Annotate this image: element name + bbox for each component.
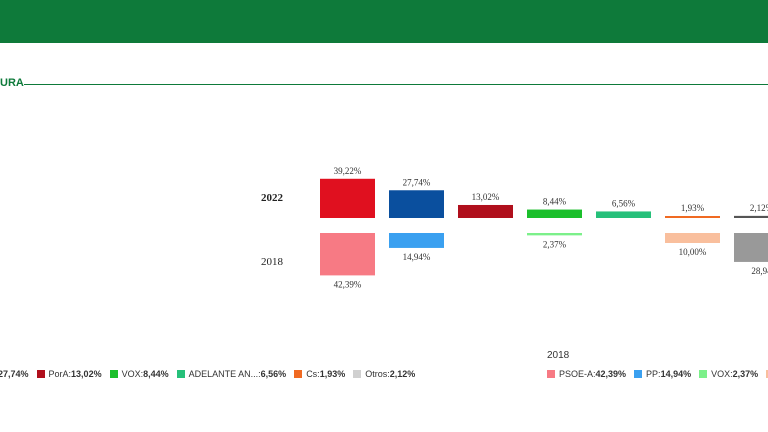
- section-divider: [24, 84, 768, 85]
- bar-2018-2[interactable]: [527, 233, 582, 236]
- bar-2022-1[interactable]: [389, 190, 444, 218]
- bar-value-label: 2,37%: [543, 239, 567, 249]
- section-title: URA: [0, 77, 24, 89]
- legend-2018-title: 2018: [547, 350, 570, 361]
- legend-value: 6,56%: [260, 369, 287, 379]
- bar-2022-0[interactable]: [320, 178, 375, 218]
- legend-swatch: [634, 370, 643, 378]
- legend-swatch: [766, 370, 768, 378]
- legend-value: 8,44%: [143, 369, 169, 379]
- legend-item[interactable]: PP: 14,94%: [634, 369, 691, 379]
- legend-name: Otros:: [365, 369, 390, 379]
- bar-value-label: 8,44%: [543, 197, 567, 207]
- bar-2018-4[interactable]: [734, 233, 768, 262]
- legend-value: 27,74%: [0, 369, 29, 379]
- bar-value-label: 6,56%: [612, 198, 636, 208]
- legend-value: 42,39%: [595, 369, 627, 379]
- bar-value-label: 2,12%: [750, 203, 768, 213]
- bar-2022-4[interactable]: [596, 211, 651, 218]
- bar-value-label: 13,02%: [472, 192, 500, 202]
- legend-item[interactable]: Cs: 1,93%: [294, 369, 345, 379]
- legend-name: Cs:: [306, 369, 320, 379]
- legend-name: PorA:: [48, 369, 72, 379]
- bar-2022-5[interactable]: [665, 216, 720, 218]
- legend-name: PSOE-A:: [559, 369, 596, 379]
- legend-item[interactable]: ADELANTE AN...: 6,56%: [176, 369, 287, 379]
- bar-value-label: 10,00%: [679, 247, 707, 257]
- bar-2022-3[interactable]: [527, 209, 582, 218]
- bar-value-label: 42,39%: [334, 279, 362, 289]
- legend-swatch: [699, 370, 708, 378]
- legend-item[interactable]: VOX: 8,44%: [109, 369, 169, 379]
- bar-value-label: 28,94: [751, 266, 768, 276]
- legend-swatch: [109, 370, 118, 378]
- legend-name: PP:: [646, 369, 661, 379]
- group-label-2018: 2018: [261, 256, 284, 268]
- legend-swatch: [353, 370, 362, 378]
- bar-value-label: 27,74%: [403, 177, 431, 187]
- legend-name: VOX:: [711, 369, 733, 379]
- bar-2018-1[interactable]: [389, 233, 444, 248]
- bar-2018-3[interactable]: [665, 233, 720, 243]
- bar-2022-2[interactable]: [458, 204, 513, 218]
- legend-name: ADELANTE AN...:: [188, 369, 261, 379]
- legend-item[interactable]: 27,74%: [0, 369, 29, 379]
- legend-swatch: [294, 370, 303, 378]
- legend-item[interactable]: [766, 370, 768, 378]
- legend-2022: 27,74% PorA: 13,02% VOX: 8,44% ADELANTE AN...…: [0, 369, 423, 379]
- legend-value: 2,37%: [732, 369, 759, 379]
- legend-2018: PSOE-A: 42,39% PP: 14,94% VOX: 2,37%: [547, 369, 768, 379]
- legend-swatch: [547, 370, 555, 378]
- legend-item[interactable]: PSOE-A: 42,39%: [547, 369, 626, 379]
- bar-value-label: 39,22%: [334, 166, 362, 176]
- legend-value: 2,12%: [389, 369, 416, 379]
- legend-swatch: [36, 370, 45, 378]
- bar-2018-0[interactable]: [320, 233, 375, 276]
- legend-swatch: [176, 370, 185, 378]
- legend-item[interactable]: PorA: 13,02%: [36, 369, 102, 379]
- legend-value: 1,93%: [319, 369, 346, 379]
- legend-item[interactable]: Otros: 2,12%: [353, 369, 415, 379]
- legend-name: VOX:: [121, 369, 144, 379]
- bar-value-label: 1,93%: [681, 203, 705, 213]
- bar-2022-6[interactable]: [734, 215, 768, 218]
- bar-value-label: 14,94%: [403, 252, 431, 262]
- legend-value: 13,02%: [71, 369, 102, 379]
- header-bar: [0, 0, 768, 43]
- legend-item[interactable]: VOX: 2,37%: [699, 369, 758, 379]
- group-label-2022: 2022: [261, 192, 284, 204]
- legend-value: 14,94%: [660, 369, 692, 379]
